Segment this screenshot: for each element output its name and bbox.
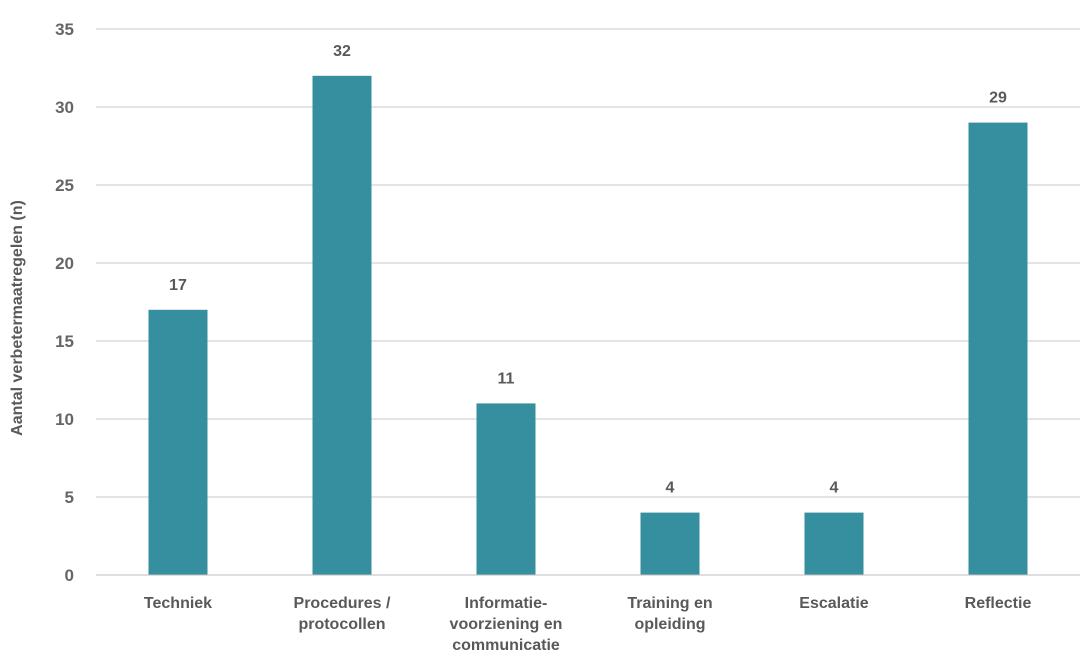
x-category-label-line: protocollen bbox=[298, 616, 385, 633]
x-category-label-line: Informatie- bbox=[465, 595, 548, 612]
grid-lines bbox=[96, 28, 1080, 498]
data-label: 11 bbox=[498, 370, 515, 387]
x-category-label-line: Techniek bbox=[144, 595, 212, 612]
data-label: 32 bbox=[333, 43, 351, 60]
y-tick-label: 20 bbox=[55, 254, 74, 273]
x-axis-category-labels: Techniek Procedures / protocollen Informati… bbox=[144, 595, 1032, 654]
bar bbox=[312, 75, 372, 576]
x-category-label-line: communicatie bbox=[452, 637, 560, 654]
y-axis-ticks: 0 5 10 15 20 25 30 35 bbox=[55, 20, 74, 585]
data-label: 29 bbox=[989, 90, 1007, 107]
x-category-label: Escalatie bbox=[799, 595, 868, 612]
bars bbox=[148, 75, 1028, 576]
bar bbox=[804, 512, 864, 575]
data-label: 4 bbox=[830, 480, 839, 497]
x-category-label-line: Procedures / bbox=[294, 595, 391, 612]
y-tick-label: 30 bbox=[55, 98, 74, 117]
y-tick-label: 15 bbox=[55, 332, 74, 351]
y-tick-label: 35 bbox=[55, 20, 74, 39]
bar bbox=[148, 309, 208, 575]
x-category-label-line: opleiding bbox=[634, 616, 705, 633]
y-tick-label: 10 bbox=[55, 410, 74, 429]
y-tick-label: 5 bbox=[65, 488, 74, 507]
x-category-label: Informatie-voorziening en communicatie bbox=[450, 595, 563, 654]
data-labels: 17 32 11 4 4 29 bbox=[169, 43, 1007, 497]
x-category-label-line: voorziening en bbox=[450, 616, 563, 633]
x-category-label-line: Escalatie bbox=[799, 595, 868, 612]
bar bbox=[476, 403, 536, 575]
y-tick-label: 25 bbox=[55, 176, 74, 195]
y-tick-label: 0 bbox=[65, 566, 74, 585]
y-axis-label: Aantal verbetermaatregelen (n) bbox=[9, 200, 26, 436]
x-category-label-line: Training en bbox=[627, 595, 712, 612]
x-category-label: Techniek bbox=[144, 595, 212, 612]
bar bbox=[968, 122, 1028, 575]
x-category-label-line: Reflectie bbox=[965, 595, 1032, 612]
data-label: 17 bbox=[169, 277, 187, 294]
x-category-label: Training en opleiding bbox=[627, 595, 712, 633]
x-category-label: Reflectie bbox=[965, 595, 1032, 612]
data-label: 4 bbox=[666, 480, 675, 497]
bar bbox=[640, 512, 700, 575]
x-category-label: Procedures / protocollen bbox=[294, 595, 391, 633]
